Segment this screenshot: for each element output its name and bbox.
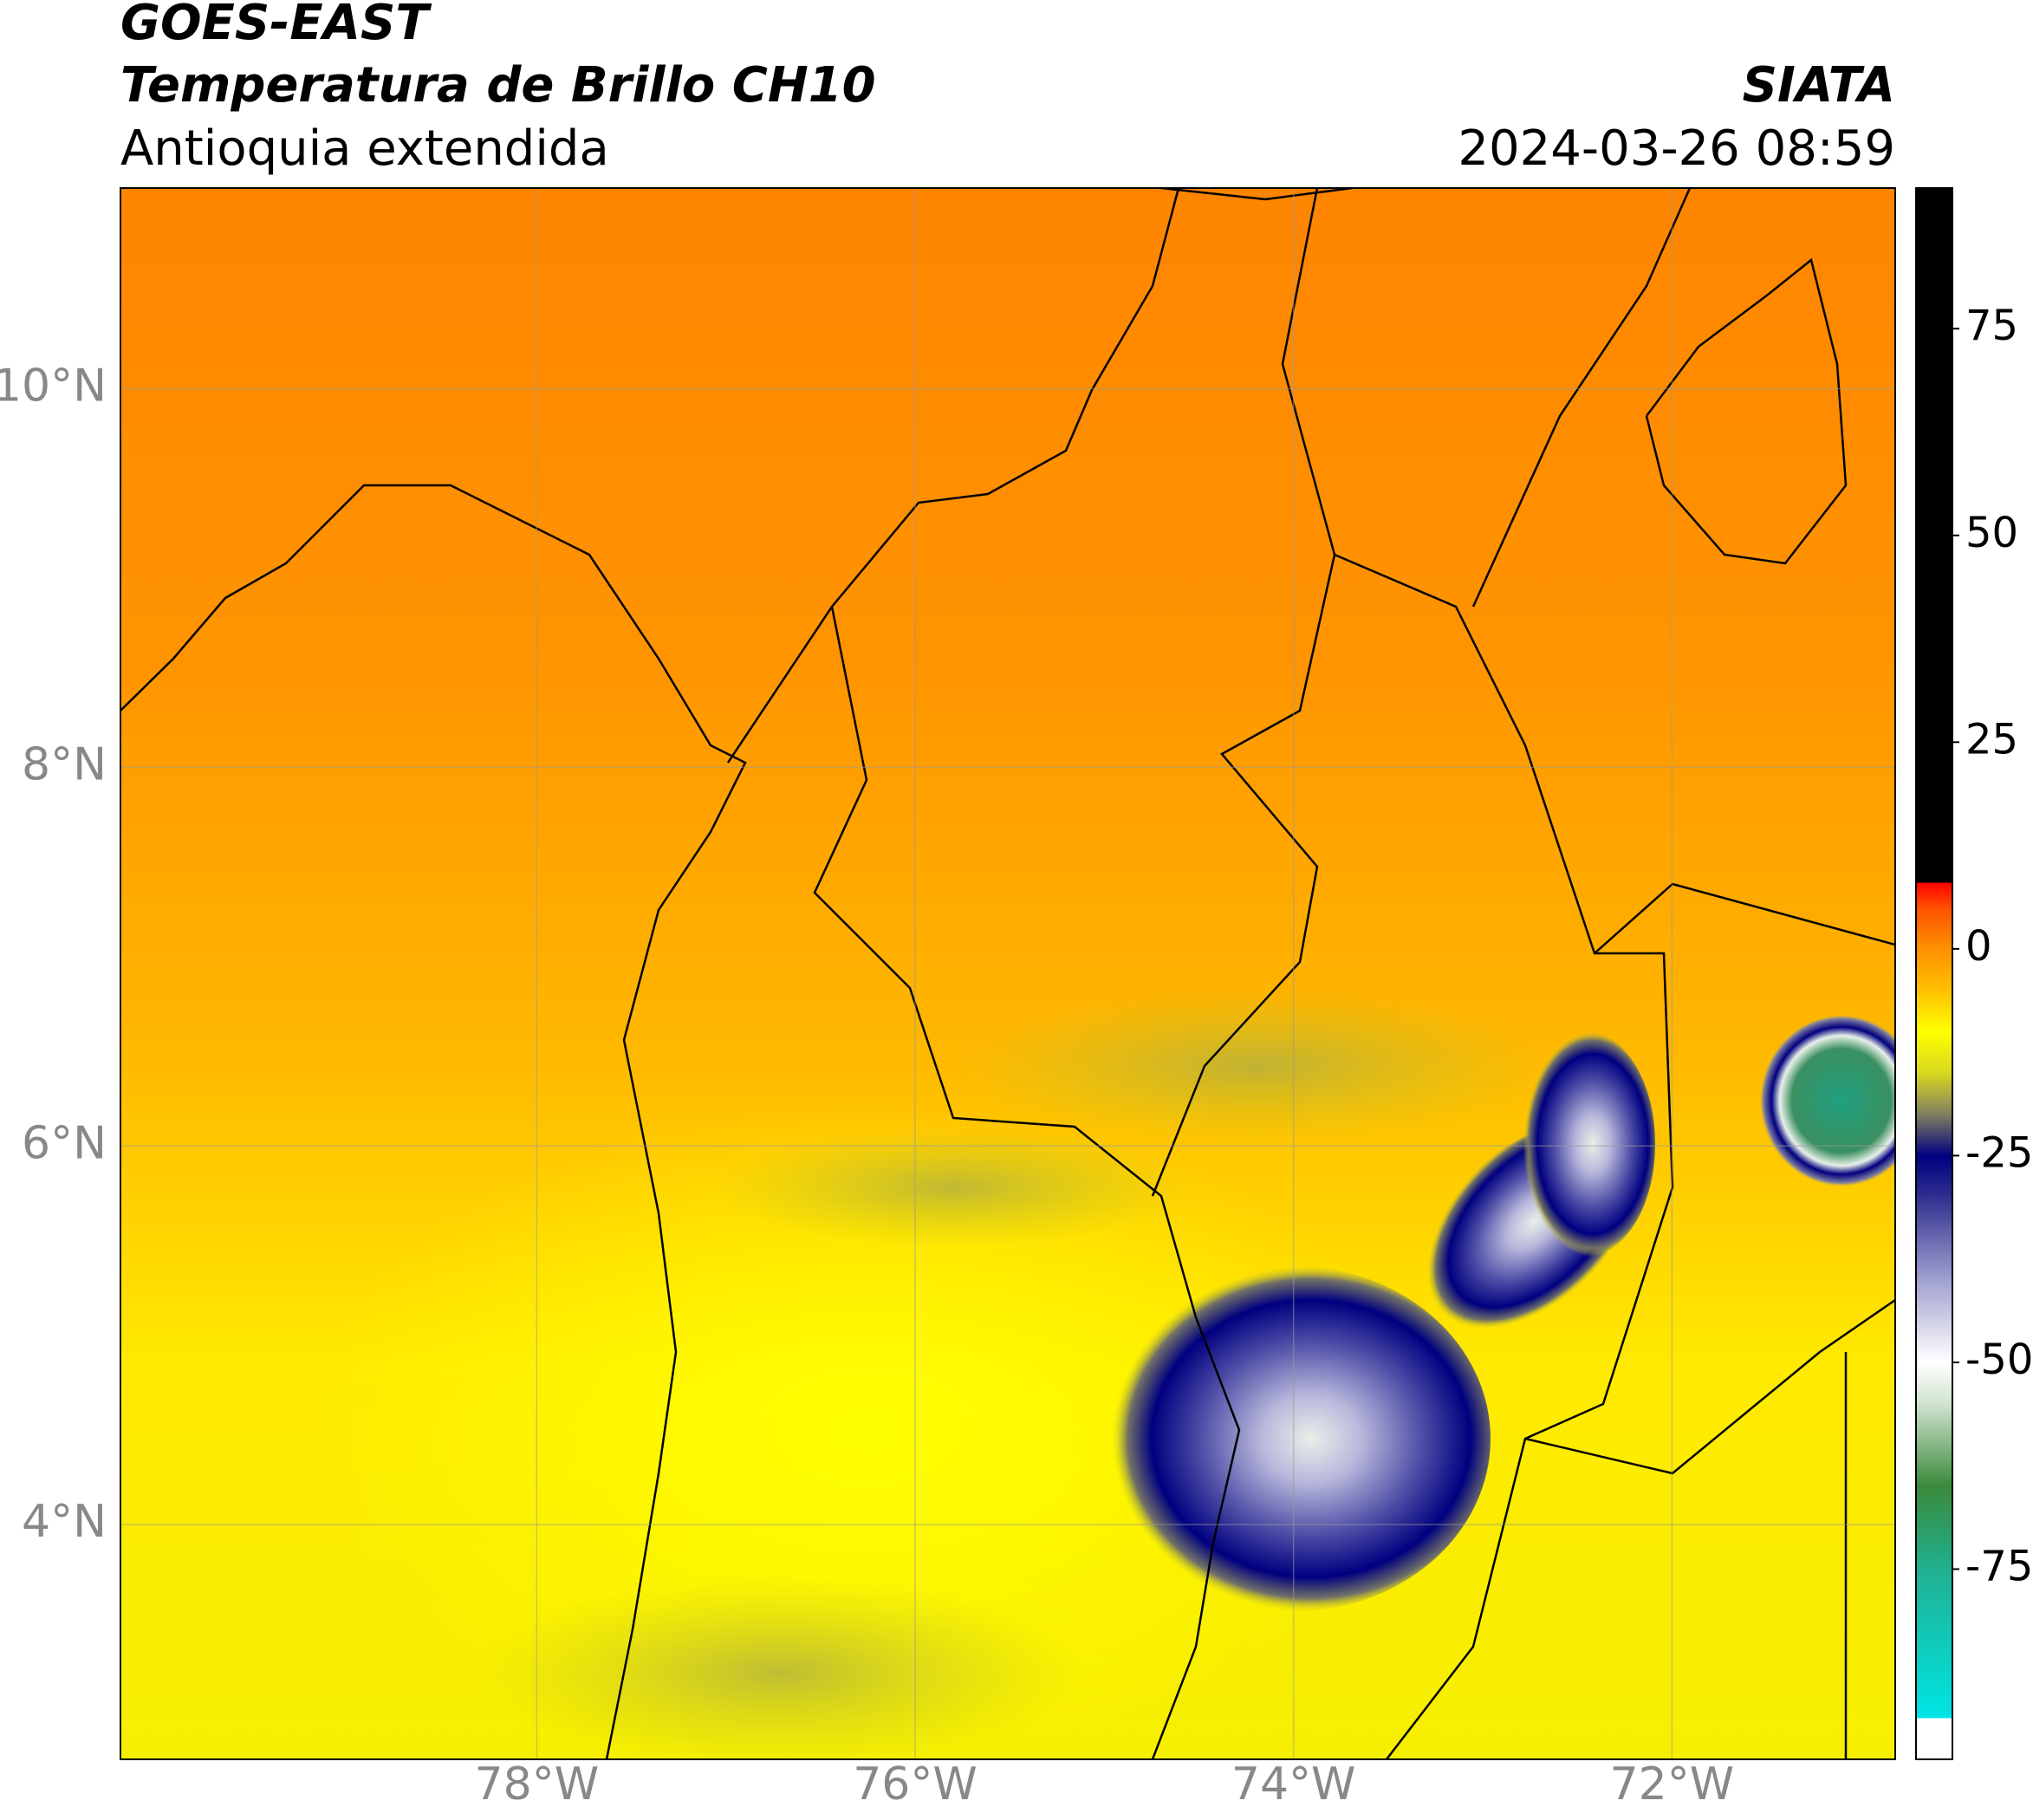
- colorbar-tick-label: -75: [1965, 1543, 2033, 1591]
- timestamp: 2024-03-26 08:59: [1458, 120, 1895, 177]
- map-frame: [120, 187, 1896, 1760]
- lat-tick-label: 10°N: [0, 361, 107, 413]
- border: [813, 606, 1241, 1759]
- colorbar-tick-label: -25: [1965, 1128, 2033, 1177]
- cloud-area: [953, 988, 1560, 1144]
- lon-tick-label: 76°W: [853, 1758, 978, 1810]
- coastline: [726, 188, 1180, 764]
- colorbar: [1915, 187, 1953, 1760]
- region: Antioquia extendida: [120, 120, 609, 177]
- lat-tick-label: 6°N: [22, 1117, 107, 1169]
- grid: [120, 188, 1895, 1759]
- colorbar-tick-label: 25: [1965, 715, 2018, 764]
- cloud-area: [711, 1127, 1196, 1248]
- lon-tick-label: 78°W: [475, 1758, 600, 1810]
- cloud-area: [477, 1577, 1083, 1759]
- lat-tick-label: 4°N: [22, 1496, 107, 1548]
- border: [1151, 188, 1674, 1759]
- lat-tick-label: 8°N: [22, 738, 107, 790]
- storm-cell: [1759, 1014, 1895, 1187]
- coastline: [120, 484, 747, 1759]
- colorbar-tick-label: 50: [1965, 509, 2018, 557]
- lon-tick-label: 72°W: [1610, 1758, 1735, 1810]
- colorbar-tick-label: -50: [1965, 1336, 2033, 1384]
- colorbar-tick-label: 75: [1965, 302, 2018, 350]
- storm-cell: [1517, 1031, 1655, 1257]
- satellite: GOES-EAST: [120, 0, 432, 51]
- lon-tick-label: 74°W: [1231, 1758, 1356, 1810]
- product: Temperatura de Brillo CH10: [120, 57, 876, 114]
- warm-area: [303, 1101, 1430, 1759]
- source: SIATA: [1743, 57, 1895, 114]
- colorbar-tick-label: 0: [1965, 922, 1992, 971]
- storm-cell: [1092, 1265, 1491, 1612]
- coastline: [1160, 188, 1848, 565]
- map-image: [120, 188, 1895, 1759]
